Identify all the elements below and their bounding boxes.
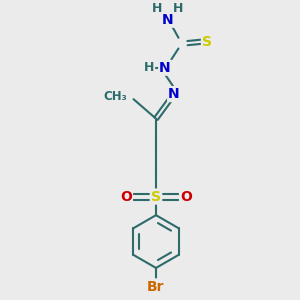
Text: H: H xyxy=(173,2,184,15)
Text: O: O xyxy=(120,190,132,204)
Text: N: N xyxy=(168,87,180,101)
Text: Br: Br xyxy=(147,280,165,293)
Text: S: S xyxy=(151,190,161,204)
Text: O: O xyxy=(180,190,192,204)
Text: S: S xyxy=(202,34,212,49)
Text: H: H xyxy=(144,61,154,74)
Text: H: H xyxy=(152,2,162,15)
Text: N: N xyxy=(162,13,174,27)
Text: N: N xyxy=(159,61,171,75)
Text: CH₃: CH₃ xyxy=(104,90,128,103)
